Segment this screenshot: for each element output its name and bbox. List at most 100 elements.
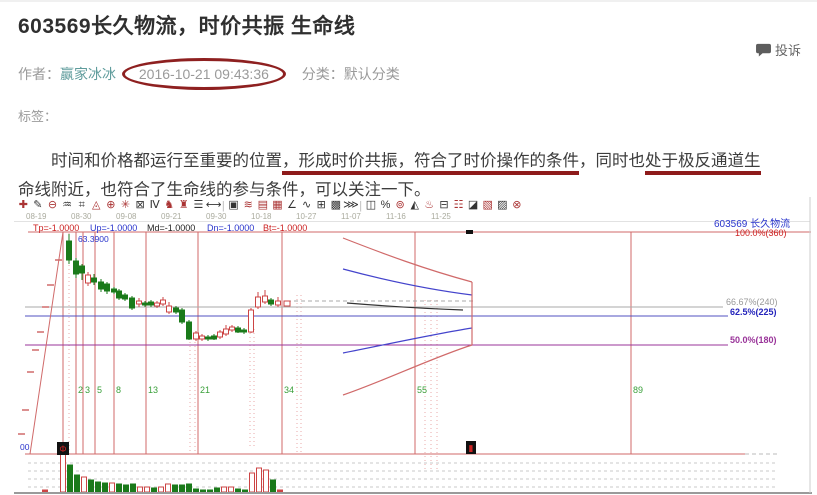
indicator-readout: Up=-1.0000	[90, 223, 138, 233]
candle-body	[255, 296, 261, 308]
chart-tool-icon[interactable]: ⊞	[316, 199, 326, 211]
chart-tool-icon[interactable]: ⌗	[78, 199, 85, 211]
chart-tool-icon[interactable]: ☰	[193, 199, 204, 211]
candle-body	[241, 329, 247, 333]
chart-tool-icon[interactable]: ◬	[92, 199, 101, 211]
chart-tool-icon[interactable]: ☷	[453, 199, 464, 211]
author-name[interactable]: 赢家冰冰	[60, 66, 116, 82]
chart-tool-icon[interactable]: ▦	[272, 199, 283, 211]
chart-tool-icon[interactable]: ✚	[18, 199, 28, 211]
chart-tool-icon[interactable]: ⊠	[135, 199, 145, 211]
chart-tool-icon[interactable]: ∿	[301, 199, 312, 211]
volume-bar	[81, 476, 87, 493]
volume-bar	[179, 484, 185, 493]
date-label: 11-07	[341, 212, 361, 221]
volume-bar	[214, 487, 220, 493]
candle-body	[160, 299, 166, 305]
fib-sequence-label: 34	[284, 385, 295, 395]
candle-body	[235, 327, 241, 333]
chart-tool-icon[interactable]: ▩	[330, 199, 341, 211]
page-title: 603569长久物流，时价共振 生命线	[18, 15, 356, 38]
paragraph-plain: 可以关注一下。	[315, 181, 431, 199]
volume-bar	[74, 474, 80, 493]
candle-body	[73, 260, 79, 275]
volume-bar	[137, 486, 143, 493]
stock-chart-image[interactable]: ✚ ✎ ⊖ ♒ ⌗ ◬ ⊕ ✳ ⊠ Ⅳ ♞ ♜ ☰ ⟷ | ▣ ≋ ▤ ▦ ∠ ∿ ⊞ ▩ ⋙ | ◫% ⊚ ◭ ♨ ⊟ ☷ ◪ ▧ ▨ ⊗ Φ ▮ …	[14, 197, 812, 495]
chart-tool-icon[interactable]: ≋	[243, 199, 253, 211]
chart-tool-icon[interactable]: ✎	[33, 199, 43, 211]
chart-tool-icon[interactable]: ⋙	[343, 199, 359, 211]
candle-body	[129, 297, 135, 309]
chart-marker-glyph: ▮	[469, 443, 474, 453]
candle-body	[166, 305, 172, 313]
chart-tool-icon[interactable]: ♒	[62, 199, 73, 211]
chart-tool-icon[interactable]: ◭	[410, 199, 419, 211]
chart-tool-icon[interactable]: ⊗	[512, 199, 522, 211]
candle-body	[223, 328, 229, 335]
chart-tool-icon[interactable]: ▤	[257, 199, 268, 211]
category-name[interactable]: 默认分类	[343, 66, 400, 82]
last-price-tag	[283, 300, 291, 307]
indicator-readout: Bt=-1.0000	[263, 223, 308, 233]
chart-tool-icon[interactable]: %	[380, 199, 391, 211]
candle-body	[179, 309, 185, 323]
candle-body	[193, 332, 199, 340]
candle-body	[262, 295, 268, 303]
chart-tool-icon[interactable]: ⊚	[395, 199, 405, 211]
chart-tool-icon[interactable]: ⊖	[47, 199, 58, 211]
volume-bar	[277, 489, 283, 493]
volume-bar	[193, 488, 199, 493]
stock-name-label: 603569 长久物流	[714, 219, 791, 230]
fib-sequence-label: 8	[116, 385, 122, 395]
chart-tool-icon[interactable]: ∠	[287, 199, 297, 211]
chart-tool-icon[interactable]: ⊟	[439, 199, 449, 211]
price-level-label: 100.0%(360)	[735, 228, 787, 238]
chart-tool-icon[interactable]: ⊕	[106, 199, 116, 211]
channel-curve	[342, 268, 473, 296]
candle-body	[154, 302, 160, 307]
chart-tool-icon[interactable]: ♞	[164, 199, 175, 211]
candle-body	[229, 326, 235, 331]
candle-body	[111, 288, 117, 293]
channel-curve	[342, 327, 473, 354]
price-level-label: 62.5%(225)	[730, 307, 777, 317]
chart-tool-icon[interactable]: ▣	[228, 199, 239, 211]
channel-curve	[346, 302, 464, 311]
chart-tool-icon[interactable]: ▧	[482, 199, 493, 211]
volume-bar	[42, 489, 48, 493]
candle-body	[148, 301, 154, 306]
volume-bar	[109, 482, 115, 493]
volume-bar	[249, 472, 255, 493]
candle-body	[199, 335, 205, 340]
chart-tool-icon[interactable]: ✳	[120, 199, 131, 211]
chart-tool-icon[interactable]: ♨	[424, 199, 435, 211]
chart-tool-icon[interactable]: ▨	[497, 199, 508, 211]
candle-body	[211, 335, 217, 340]
chart-toolbar: ✚ ✎ ⊖ ♒ ⌗ ◬ ⊕ ✳ ⊠ Ⅳ ♞ ♜ ☰ ⟷ | ▣ ≋ ▤ ▦ ∠ ∿ ⊞ ▩ ⋙ | ◫% ⊚ ◭ ♨ ⊟ ☷ ◪ ▧ ▨ ⊗	[16, 198, 524, 213]
complaint-button[interactable]: 投诉	[756, 40, 801, 59]
date-label: 10-18	[251, 212, 272, 221]
post-meta: 作者：赢家冰冰 2016-10-21 09:43:36 分类：默认分类	[18, 58, 817, 90]
date-label: 08-19	[26, 212, 47, 221]
chart-tool-icon[interactable]: ♜	[178, 199, 189, 211]
paragraph-plain: 时间和价格都运行至重要的位置	[51, 152, 282, 170]
chart-tool-icon[interactable]: ◪	[467, 199, 479, 211]
volume-bar	[88, 479, 94, 493]
complaint-label: 投诉	[774, 43, 801, 58]
candle-body	[79, 265, 85, 274]
candle-body	[205, 336, 211, 340]
date-label: 11-25	[431, 212, 451, 221]
date-label: 08-30	[71, 212, 92, 221]
chart-tool-icon[interactable]: ⟷	[205, 199, 222, 211]
candle-body	[122, 294, 128, 300]
chart-tool-icon[interactable]: ◫	[365, 199, 377, 211]
price-level-label: 50.0%(180)	[730, 335, 777, 345]
date-label: 09-30	[206, 212, 227, 221]
date-label: 10-27	[296, 212, 317, 221]
volume-bar	[200, 489, 206, 493]
toolbar-separator: |	[221, 199, 225, 212]
fib-sequence-label: 13	[148, 385, 159, 395]
chart-tool-icon[interactable]: Ⅳ	[149, 199, 160, 211]
paragraph-underlined-2: 处于极反通道生命线附近，也符合了生命线的参与条件，	[18, 152, 761, 204]
